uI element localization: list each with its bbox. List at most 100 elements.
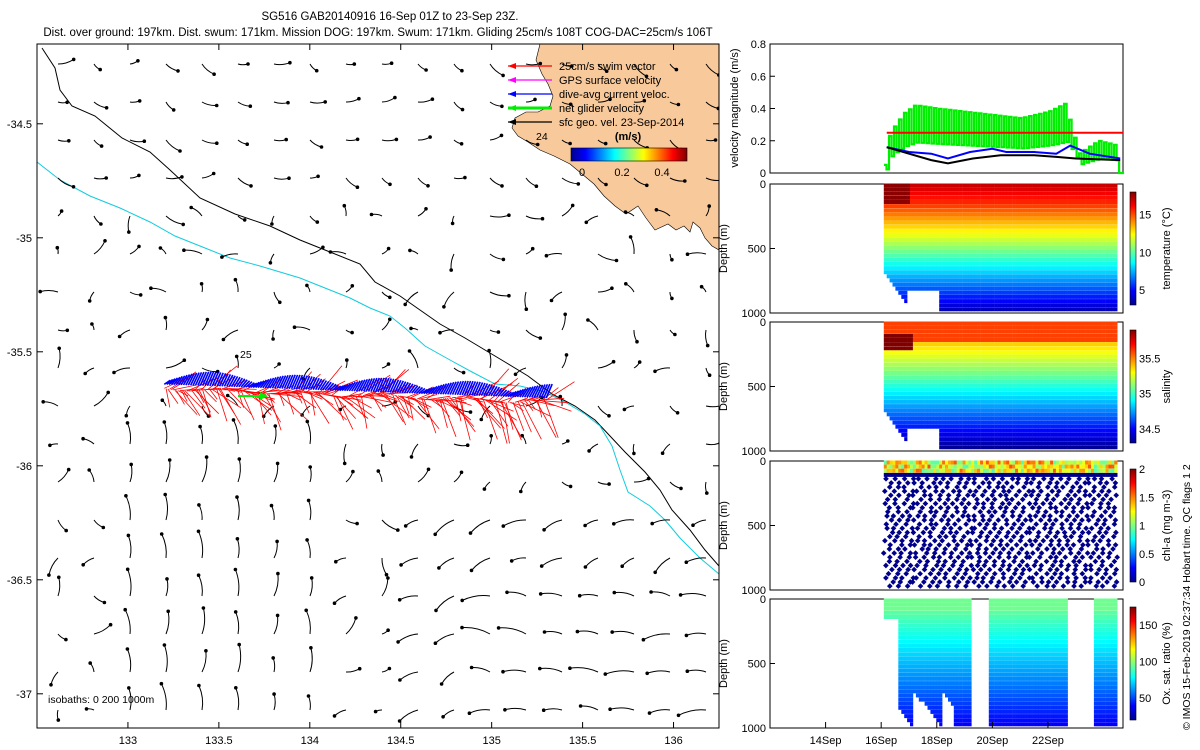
temperature-sample <box>1006 261 1010 266</box>
temperature-sample <box>948 224 952 229</box>
temperature-sample <box>997 286 1001 291</box>
salinity-sample <box>988 342 992 347</box>
temperature-sample <box>1096 290 1100 295</box>
salinity-sample <box>912 424 917 429</box>
salinity-sample <box>1009 387 1013 392</box>
temperature-sample <box>912 282 917 287</box>
temperature-sample <box>892 212 896 217</box>
velocity-arrow-head <box>158 246 163 250</box>
temperature-sample <box>1076 187 1080 192</box>
dive-avg-vector <box>490 385 498 397</box>
velocity-arrow-head <box>707 204 711 208</box>
salinity-sample <box>939 391 943 396</box>
temperature-sample <box>1055 241 1060 246</box>
salinity-sample <box>956 424 960 429</box>
swim-vector <box>418 394 438 400</box>
temperature-sample <box>1047 294 1051 299</box>
velocity-arrow-head <box>159 681 164 686</box>
salinity-sample <box>945 399 949 404</box>
temperature-sample <box>959 237 963 242</box>
temperature-sample <box>1099 282 1103 287</box>
temperature-sample <box>1018 208 1022 213</box>
salinity-sample <box>959 424 963 429</box>
velocity-arrow-head <box>438 330 442 335</box>
dive-avg-vector <box>233 376 241 388</box>
salinity-sample <box>927 391 931 396</box>
temperature-sample <box>953 294 957 299</box>
temperature-sample <box>904 195 908 200</box>
salinity-sample <box>910 391 914 396</box>
swim-vector <box>526 396 538 402</box>
temperature-sample <box>971 237 975 242</box>
temperature-sample <box>1050 257 1054 262</box>
temperature-sample <box>1050 274 1054 279</box>
temperature-sample <box>1018 245 1022 250</box>
dive-avg-vector <box>483 383 491 397</box>
salinity-sample <box>895 321 899 326</box>
depth-ylabel: Depth (m) <box>718 224 730 273</box>
temperature-sample <box>985 307 990 312</box>
swim-vector <box>477 398 488 419</box>
temperature-sample <box>1093 261 1098 266</box>
swim-vector <box>540 397 565 401</box>
temperature-sample <box>883 200 887 204</box>
salinity-sample <box>988 346 992 351</box>
salinity-sample <box>959 391 963 396</box>
salinity-sample <box>985 428 990 433</box>
temperature-sample <box>1073 261 1077 266</box>
temperature-sample <box>927 270 931 275</box>
map-y-tick-label: -36.5 <box>7 575 32 587</box>
temperature-sample <box>956 266 960 271</box>
salinity-sample <box>1003 391 1007 396</box>
salinity-sample <box>953 404 957 409</box>
salinity-sample <box>956 387 960 392</box>
temperature-sample <box>907 216 911 221</box>
salinity-sample <box>945 408 949 413</box>
salinity-sample <box>985 375 990 380</box>
temperature-sample <box>991 228 995 233</box>
temperature-sample <box>1023 278 1027 283</box>
salinity-sample <box>924 387 928 392</box>
temperature-sample <box>939 228 943 233</box>
salinity-sample <box>910 362 914 367</box>
velocity-arrow-head <box>373 709 378 714</box>
temperature-sample <box>1047 303 1051 308</box>
salinity-sample <box>918 358 922 363</box>
salinity-sample <box>930 424 934 429</box>
salinity-sample <box>910 420 914 425</box>
temperature-sample <box>921 212 925 217</box>
temperature-sample <box>1076 282 1080 287</box>
temperature-sample <box>1105 290 1109 295</box>
salinity-sample <box>921 321 925 326</box>
speed-colorbar-tick: 0 <box>579 167 585 179</box>
salinity-sample <box>965 371 969 375</box>
temperature-sample <box>1044 245 1048 250</box>
dive-avg-vector <box>514 389 522 398</box>
temperature-sample <box>930 187 934 192</box>
salinity-sample <box>962 333 966 338</box>
temperature-sample <box>1061 224 1065 229</box>
salinity-sample <box>985 441 990 446</box>
temperature-sample <box>930 253 934 258</box>
temperature-sample <box>971 307 975 312</box>
velocity-arrow-head <box>355 185 360 189</box>
salinity-sample <box>927 354 931 359</box>
swim-vector <box>333 395 344 421</box>
salinity-sample <box>927 366 931 371</box>
map-y-tick-label: -37 <box>16 689 32 701</box>
salinity-sample <box>956 325 960 330</box>
temperature-sample <box>1096 200 1100 204</box>
salinity-sample <box>1015 395 1019 400</box>
dive-avg-vector <box>341 383 349 392</box>
temperature-sample <box>904 208 908 213</box>
temperature-sample <box>1026 245 1030 250</box>
salinity-sample <box>927 350 931 355</box>
swim-vector <box>449 397 476 433</box>
velocity-arrow-head <box>166 609 170 614</box>
temperature-sample <box>1102 241 1106 246</box>
temperature-sample <box>1018 294 1022 299</box>
temperature-sample <box>1015 204 1019 209</box>
temperature-sample <box>1009 208 1013 213</box>
salinity-sample <box>915 420 920 425</box>
salinity-sample <box>959 416 963 421</box>
